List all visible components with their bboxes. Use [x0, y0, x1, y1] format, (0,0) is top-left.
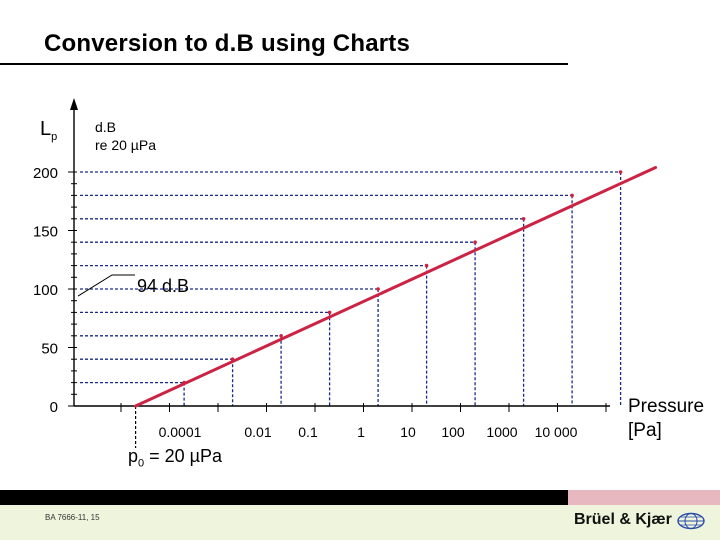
x-tick-label-6: 1000	[486, 424, 517, 440]
footer-accent-bar	[568, 490, 720, 505]
label-layer: 0 50 100 150 200 0.0001 0.01 0.1 1 10 100 1000 10 00…	[33, 165, 578, 440]
series-point-9	[618, 170, 623, 174]
footer-dark-bar	[0, 490, 568, 505]
y-tick-label-0: 0	[50, 399, 58, 416]
x-tick-label-1: 0.01	[244, 424, 271, 440]
footer-band	[0, 505, 720, 540]
reference-pressure-subscript: 0	[138, 457, 145, 470]
grid-layer	[80, 171, 622, 406]
series-point-5	[424, 263, 429, 268]
reference-pressure-rest: = 20 µPa	[144, 446, 223, 466]
annotation-leader	[77, 274, 135, 297]
brand-name: Brüel & Kjær	[574, 511, 672, 528]
y-axis-arrow	[70, 98, 78, 110]
series-point-0	[182, 380, 186, 385]
y-axis-unit-line1: d.B	[95, 119, 117, 135]
page-title: Conversion to d.B using Charts	[44, 30, 411, 57]
x-axis-label-line2: [Pa]	[628, 420, 662, 441]
y-axis-symbol-base: L	[40, 118, 52, 140]
footer-code: BA 7666-11, 15	[45, 513, 100, 522]
series-layer	[134, 166, 658, 408]
x-tick-label-4: 10	[400, 424, 416, 440]
title-underline	[0, 63, 568, 65]
axis-layer	[68, 98, 610, 448]
y-axis-symbol: Lp	[40, 118, 57, 143]
y-tick-label-50: 50	[41, 341, 58, 358]
y-axis-symbol-subscript: p	[51, 131, 58, 143]
series-line	[134, 166, 658, 408]
y-tick-label-200: 200	[33, 165, 58, 182]
x-tick-label-5: 100	[441, 424, 465, 440]
reference-pressure-label: p0 = 20 µPa	[128, 446, 222, 470]
y-tick-label-150: 150	[33, 224, 58, 241]
series-point-4	[376, 287, 380, 291]
x-axis-label-line1: Pressure	[628, 396, 705, 417]
series-point-3	[327, 310, 332, 315]
x-tick-label-2: 0.1	[298, 424, 318, 440]
reference-pressure-base: p	[128, 446, 139, 466]
annotation-94db: 94 d.B	[137, 276, 189, 296]
series-point-6	[473, 240, 477, 244]
series-point-7	[521, 217, 526, 221]
x-tick-label-3: 1	[357, 424, 365, 440]
x-tick-label-7: 10 000	[535, 424, 578, 440]
x-tick-label-0: 0.0001	[159, 424, 202, 440]
series-point-8	[570, 193, 574, 198]
globe-logo-icon	[677, 512, 705, 530]
y-axis-unit-line2: re 20 µPa	[95, 137, 156, 153]
series-point-1	[230, 357, 235, 362]
series-point-2	[279, 334, 283, 338]
y-tick-label-100: 100	[33, 282, 58, 299]
